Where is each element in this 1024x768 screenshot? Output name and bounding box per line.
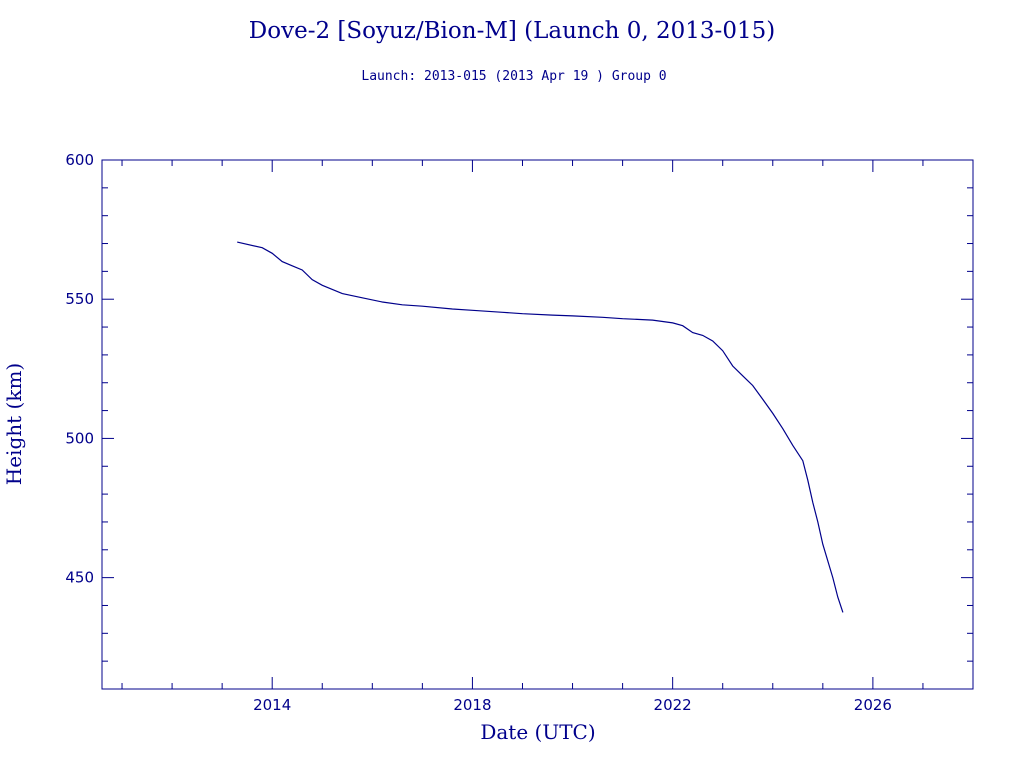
chart-subtitle: Launch: 2013-015 (2013 Apr 19 ) Group 0: [361, 69, 666, 84]
chart-title: Dove-2 [Soyuz/Bion-M] (Launch 0, 2013-01…: [249, 18, 775, 44]
axis-ticks: [102, 159, 974, 690]
y-tick-label: 600: [65, 151, 94, 169]
y-tick-label: 450: [65, 569, 94, 587]
plot-area-frame: [101, 159, 974, 690]
y-axis-label: Height (km): [2, 363, 26, 485]
y-tick-label: 500: [65, 429, 94, 447]
axis-tick-labels: 2014 2018 2022 2026 450 500 550 600: [65, 151, 892, 714]
series-line: [237, 241, 844, 613]
x-axis-label: Date (UTC): [480, 720, 595, 744]
y-tick-label: 550: [65, 290, 94, 308]
x-tick-label: 2022: [654, 696, 692, 714]
x-tick-label: 2018: [453, 696, 491, 714]
x-tick-label: 2026: [854, 696, 892, 714]
x-tick-label: 2014: [253, 696, 291, 714]
